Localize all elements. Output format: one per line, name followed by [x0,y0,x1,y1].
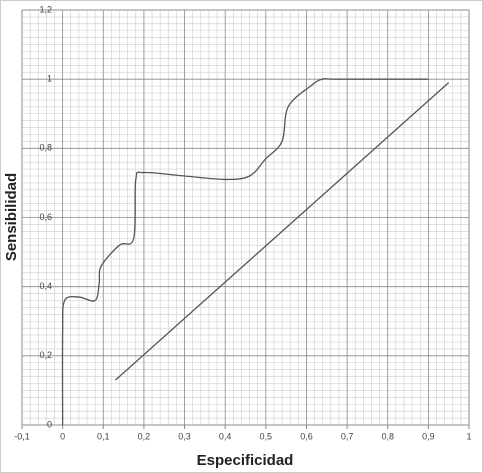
x-tick-label: 0,1 [97,431,110,441]
x-tick-label: 0,2 [138,431,151,441]
series-line [61,78,429,426]
x-tick-label: 0 [60,431,65,441]
x-tick-label: 1 [466,431,471,441]
x-tick-label: -0,1 [14,431,30,441]
y-tick-label: 1 [47,74,52,84]
x-tick-label: 0,5 [260,431,273,441]
y-tick-label: 0,8 [39,143,52,153]
x-tick-label: 0,3 [178,431,191,441]
y-tick-label: 0,4 [39,281,52,291]
grid [21,9,470,426]
y-tick-label: 1,2 [39,4,52,14]
y-axis-title: Sensibilidad [3,173,20,261]
x-tick-label: 0,4 [219,431,232,441]
x-axis-title: Especificidad [197,452,294,469]
x-tick-label: 0,6 [300,431,313,441]
y-tick-label: 0,2 [39,350,52,360]
series-line [115,82,450,381]
x-tick-label: 0,7 [341,431,354,441]
y-tick-label: 0 [47,419,52,429]
y-tick-label: 0,6 [39,212,52,222]
x-tick-label: 0,9 [422,431,435,441]
x-tick-label: 0,8 [381,431,394,441]
